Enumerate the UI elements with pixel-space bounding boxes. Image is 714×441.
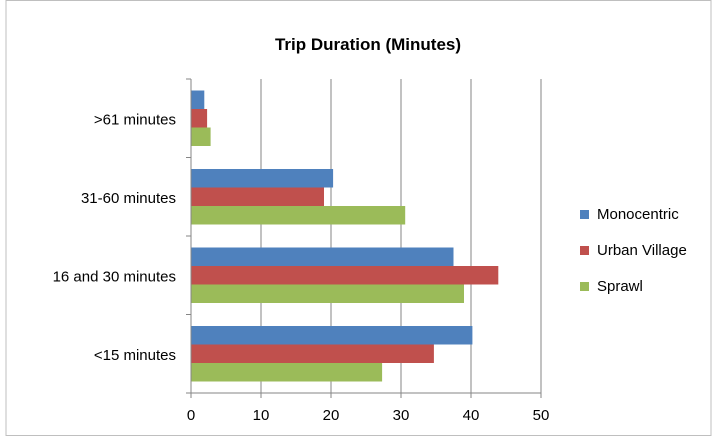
bar bbox=[191, 90, 205, 109]
x-tick-label: 30 bbox=[393, 407, 410, 424]
legend-label: Monocentric bbox=[597, 206, 679, 223]
legend-swatch bbox=[580, 282, 589, 291]
legend-swatch bbox=[580, 210, 589, 219]
x-tick-label: 0 bbox=[187, 407, 195, 424]
x-tick-label: 40 bbox=[463, 407, 480, 424]
bar bbox=[191, 127, 211, 146]
bar bbox=[191, 187, 324, 206]
bar bbox=[191, 344, 434, 363]
legend-label: Urban Village bbox=[597, 242, 687, 259]
x-tick-label: 20 bbox=[323, 407, 340, 424]
legend: Monocentric Urban Village Sprawl bbox=[580, 206, 687, 295]
bar bbox=[191, 206, 406, 225]
legend-swatch bbox=[580, 246, 589, 255]
bars bbox=[191, 90, 499, 382]
bar bbox=[191, 266, 499, 285]
y-tick-label: 16 and 30 minutes bbox=[53, 268, 176, 285]
y-tick-label: <15 minutes bbox=[94, 347, 176, 364]
bar bbox=[191, 326, 473, 345]
x-tick-label: 10 bbox=[253, 407, 270, 424]
x-tick-label: 50 bbox=[533, 407, 550, 424]
chart-title: Trip Duration (Minutes) bbox=[275, 35, 461, 54]
bar bbox=[191, 284, 464, 303]
axes: <15 minutes 16 and 30 minutes 31-60 minute… bbox=[53, 78, 550, 424]
bar bbox=[191, 247, 454, 266]
legend-label: Sprawl bbox=[597, 278, 643, 295]
bar bbox=[191, 363, 383, 382]
bar bbox=[191, 109, 208, 128]
bar bbox=[191, 169, 334, 188]
y-tick-label: 31-60 minutes bbox=[81, 190, 176, 207]
y-tick-label: >61 minutes bbox=[94, 111, 176, 128]
